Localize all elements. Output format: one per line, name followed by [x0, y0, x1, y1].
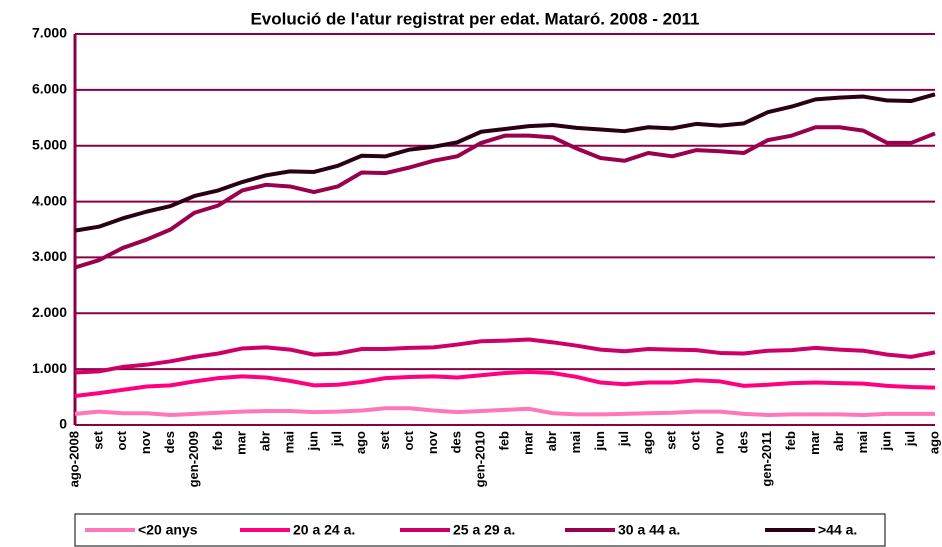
x-tick-label: set	[377, 430, 392, 449]
x-tick-label: set	[664, 430, 679, 449]
x-tick-label: des	[162, 431, 177, 453]
x-tick-label: jun	[592, 431, 607, 452]
x-tick-label: des	[449, 431, 464, 453]
y-tick-label: 7.000	[32, 25, 67, 41]
x-tick-label: gen-2010	[473, 431, 488, 487]
x-tick-label: mar	[807, 431, 822, 455]
x-tick-label: nov	[711, 430, 726, 454]
data-line	[74, 406, 935, 417]
x-tick-label: feb	[783, 431, 798, 451]
x-tick-label: ago	[353, 431, 368, 454]
legend-label: >44 a.	[818, 522, 857, 538]
x-tick-label: set	[90, 430, 105, 449]
x-tick-label: ago	[640, 431, 655, 454]
y-tick-label: 5.000	[32, 136, 67, 152]
x-tick-label: jun	[879, 431, 894, 452]
legend-label: 25 a 29 a.	[453, 522, 515, 538]
x-tick-label: oct	[114, 430, 129, 450]
x-tick-label: mar	[234, 431, 249, 455]
x-tick-label: des	[735, 431, 750, 453]
x-tick-label: mai	[568, 431, 583, 453]
x-tick-label: mar	[520, 431, 535, 455]
data-line	[74, 369, 936, 398]
y-tick-label: 4.000	[32, 192, 67, 208]
x-tick-label: ago	[926, 431, 941, 454]
x-tick-label: jun	[305, 431, 320, 452]
legend-label: <20 anys	[138, 522, 198, 538]
x-tick-label: nov	[425, 430, 440, 454]
legend-label: 30 a 44 a.	[618, 522, 680, 538]
x-tick-label: gen-2011	[759, 431, 774, 487]
legend-label: 20 a 24 a.	[293, 522, 355, 538]
x-tick-label: oct	[688, 430, 703, 450]
legend-box	[74, 513, 886, 547]
x-tick-label: jul	[903, 431, 918, 447]
x-tick-label: abr	[258, 431, 273, 451]
y-tick-label: 3.000	[32, 248, 67, 264]
x-tick-label: mai	[281, 431, 296, 453]
x-tick-label: abr	[544, 431, 559, 451]
y-tick-label: 2.000	[32, 304, 67, 320]
x-tick-label: gen-2009	[186, 431, 201, 487]
y-tick-label: 6.000	[32, 81, 67, 97]
x-tick-label: jul	[616, 431, 631, 447]
y-tick-label: 1.000	[32, 360, 67, 376]
x-tick-label: nov	[138, 430, 153, 454]
x-tick-label: abr	[831, 431, 846, 451]
data-line	[74, 337, 936, 375]
data-line	[74, 125, 936, 270]
x-tick-label: jul	[329, 431, 344, 447]
data-line	[74, 92, 936, 233]
x-tick-label: feb	[496, 431, 511, 451]
x-tick-label: feb	[210, 431, 225, 451]
x-tick-label: oct	[401, 430, 416, 450]
y-tick-label: 0	[59, 416, 67, 432]
chart-title: Evolució de l'atur registrat per edat. M…	[250, 9, 699, 28]
x-tick-label: mai	[855, 431, 870, 453]
x-tick-label: ago-2008	[66, 431, 81, 487]
